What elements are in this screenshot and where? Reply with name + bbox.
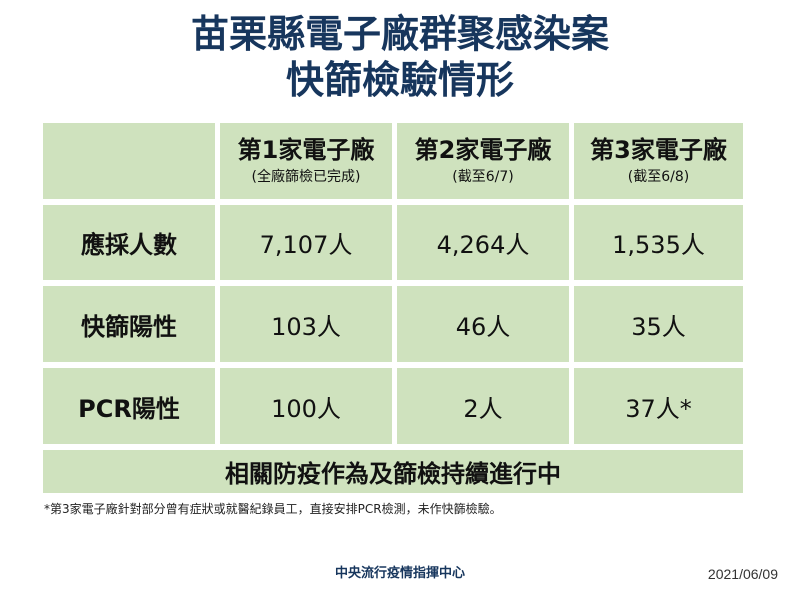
header-main: 第3家電子廠	[590, 136, 727, 164]
footnote: *第3家電子廠針對部分曾有症狀或就醫紀錄員工，直接安排PCR檢測，未作快篩檢驗。	[44, 502, 502, 516]
cell-value: 1,535人	[612, 231, 705, 259]
cell-value: 2人	[463, 394, 503, 423]
table-cell: 100人	[220, 368, 392, 444]
header-factory-3: 第3家電子廠 (截至6/8)	[574, 123, 743, 199]
page-title-line-1: 苗栗縣電子廠群聚感染案	[190, 12, 609, 56]
header-corner-cell	[43, 123, 215, 199]
header-factory-2: 第2家電子廠 (截至6/7)	[397, 123, 569, 199]
row-label-rapid-positive: 快篩陽性	[43, 286, 215, 362]
cell-value: 46人	[455, 312, 511, 341]
table-cell: 4,264人	[397, 205, 569, 280]
cell-value: 37人*	[625, 394, 692, 423]
table-cell: 35人	[574, 286, 743, 362]
cell-value: 4,264人	[436, 231, 530, 259]
header-main: 第1家電子廠	[237, 136, 375, 164]
row-label: 應採人數	[81, 231, 177, 259]
row-label-pcr-positive: PCR陽性	[43, 368, 215, 444]
row-label: PCR陽性	[78, 394, 180, 423]
row-label: 快篩陽性	[81, 312, 177, 341]
footer-text: 相關防疫作為及篩檢持續進行中	[225, 460, 561, 488]
table-cell: 1,535人	[574, 205, 743, 280]
table-cell: 2人	[397, 368, 569, 444]
date-stamp: 2021/06/09	[707, 566, 778, 582]
cell-value: 103人	[271, 312, 341, 341]
cell-value: 7,107人	[259, 231, 353, 259]
table-cell: 37人*	[574, 368, 743, 444]
header-sub: (截至6/8)	[627, 169, 690, 185]
header-sub: (截至6/7)	[452, 169, 514, 185]
agency-name: 中央流行疫情指揮中心	[334, 566, 465, 581]
cell-value: 100人	[271, 394, 341, 423]
table-footer-row: 相關防疫作為及篩檢持續進行中	[43, 450, 743, 493]
row-label-sampled: 應採人數	[43, 205, 215, 280]
page-title-line-2: 快篩檢驗情形	[285, 58, 514, 102]
screening-table: 第1家電子廠 (全廠篩檢已完成) 第2家電子廠 (截至6/7) 第3家電子廠 (…	[43, 123, 743, 493]
table-cell: 103人	[220, 286, 392, 362]
header-sub: (全廠篩檢已完成)	[251, 169, 361, 185]
header-main: 第2家電子廠	[414, 136, 552, 164]
table-cell: 7,107人	[220, 205, 392, 280]
cell-value: 35人	[631, 312, 686, 341]
table-cell: 46人	[397, 286, 569, 362]
header-factory-1: 第1家電子廠 (全廠篩檢已完成)	[220, 123, 392, 199]
